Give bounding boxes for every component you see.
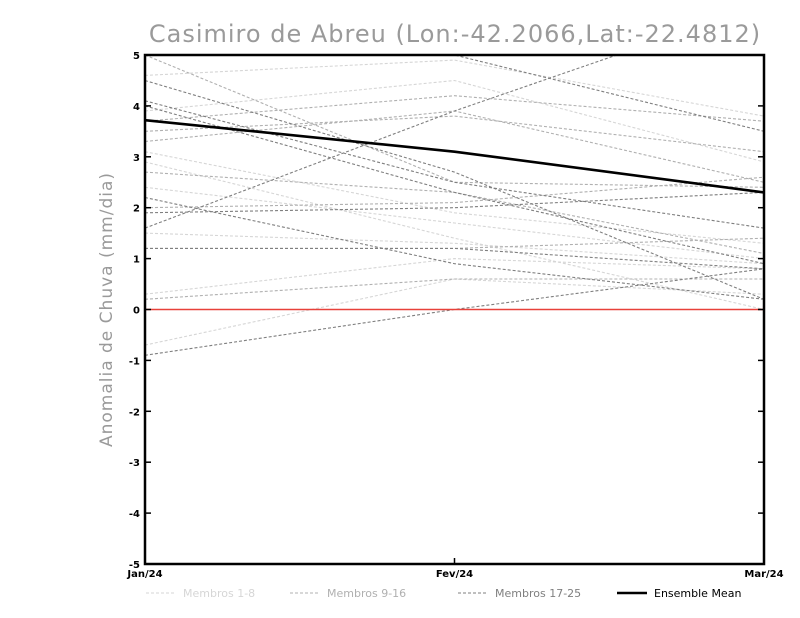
y-tick-label: 3 <box>133 153 140 164</box>
member-line <box>145 55 764 188</box>
y-tick-label: -2 <box>129 407 140 418</box>
member-line <box>145 278 764 300</box>
member-line <box>145 79 764 300</box>
member-line <box>145 191 764 214</box>
member-line <box>145 186 764 260</box>
member-line <box>145 196 764 300</box>
member-line <box>145 100 764 229</box>
y-tick-label: 0 <box>133 306 140 317</box>
y-tick-label: -4 <box>129 509 140 520</box>
series-layer <box>145 55 764 356</box>
member-line <box>145 55 619 229</box>
y-tick-label: -1 <box>129 356 140 367</box>
chart-title: Casimiro de Abreu (Lon:-42.2066,Lat:-22.… <box>149 20 761 48</box>
member-line <box>145 105 764 265</box>
y-tick-label: 5 <box>133 51 140 62</box>
x-tick-label: Jan/24 <box>126 569 162 580</box>
member-line <box>452 55 764 132</box>
member-line <box>145 258 764 295</box>
y-tick-label: -5 <box>129 560 140 571</box>
member-line <box>145 79 764 163</box>
member-line <box>145 278 764 346</box>
legend-label: Membros 1-8 <box>183 587 255 600</box>
legend-label: Ensemble Mean <box>654 587 741 600</box>
x-tick-label: Mar/24 <box>744 569 783 580</box>
y-axis-label: Anomalia de Chuva (mm/dia) <box>97 172 117 447</box>
member-line <box>145 95 764 122</box>
y-tick-label: -3 <box>129 458 140 469</box>
y-tick-label: 1 <box>133 255 140 266</box>
member-line <box>145 237 764 249</box>
member-line <box>145 115 764 153</box>
y-tick-label: 4 <box>133 102 140 113</box>
legend-label: Membros 17-25 <box>495 587 581 600</box>
member-line <box>145 161 764 311</box>
member-line <box>145 268 764 356</box>
x-axis-ticks: Jan/24 Fev/24 Mar/24 <box>126 558 784 580</box>
member-line <box>145 247 764 270</box>
ensemble-mean-line <box>145 118 764 194</box>
x-tick-label: Fev/24 <box>436 569 473 580</box>
legend: Membros 1-8 Membros 9-16 Membros 17-25 Ense… <box>146 587 741 600</box>
y-tick-label: 2 <box>133 204 140 215</box>
legend-label: Membros 9-16 <box>327 587 406 600</box>
y-axis-ticks: -5 -4 -3 -2 -1 0 1 2 3 4 5 <box>129 51 764 571</box>
